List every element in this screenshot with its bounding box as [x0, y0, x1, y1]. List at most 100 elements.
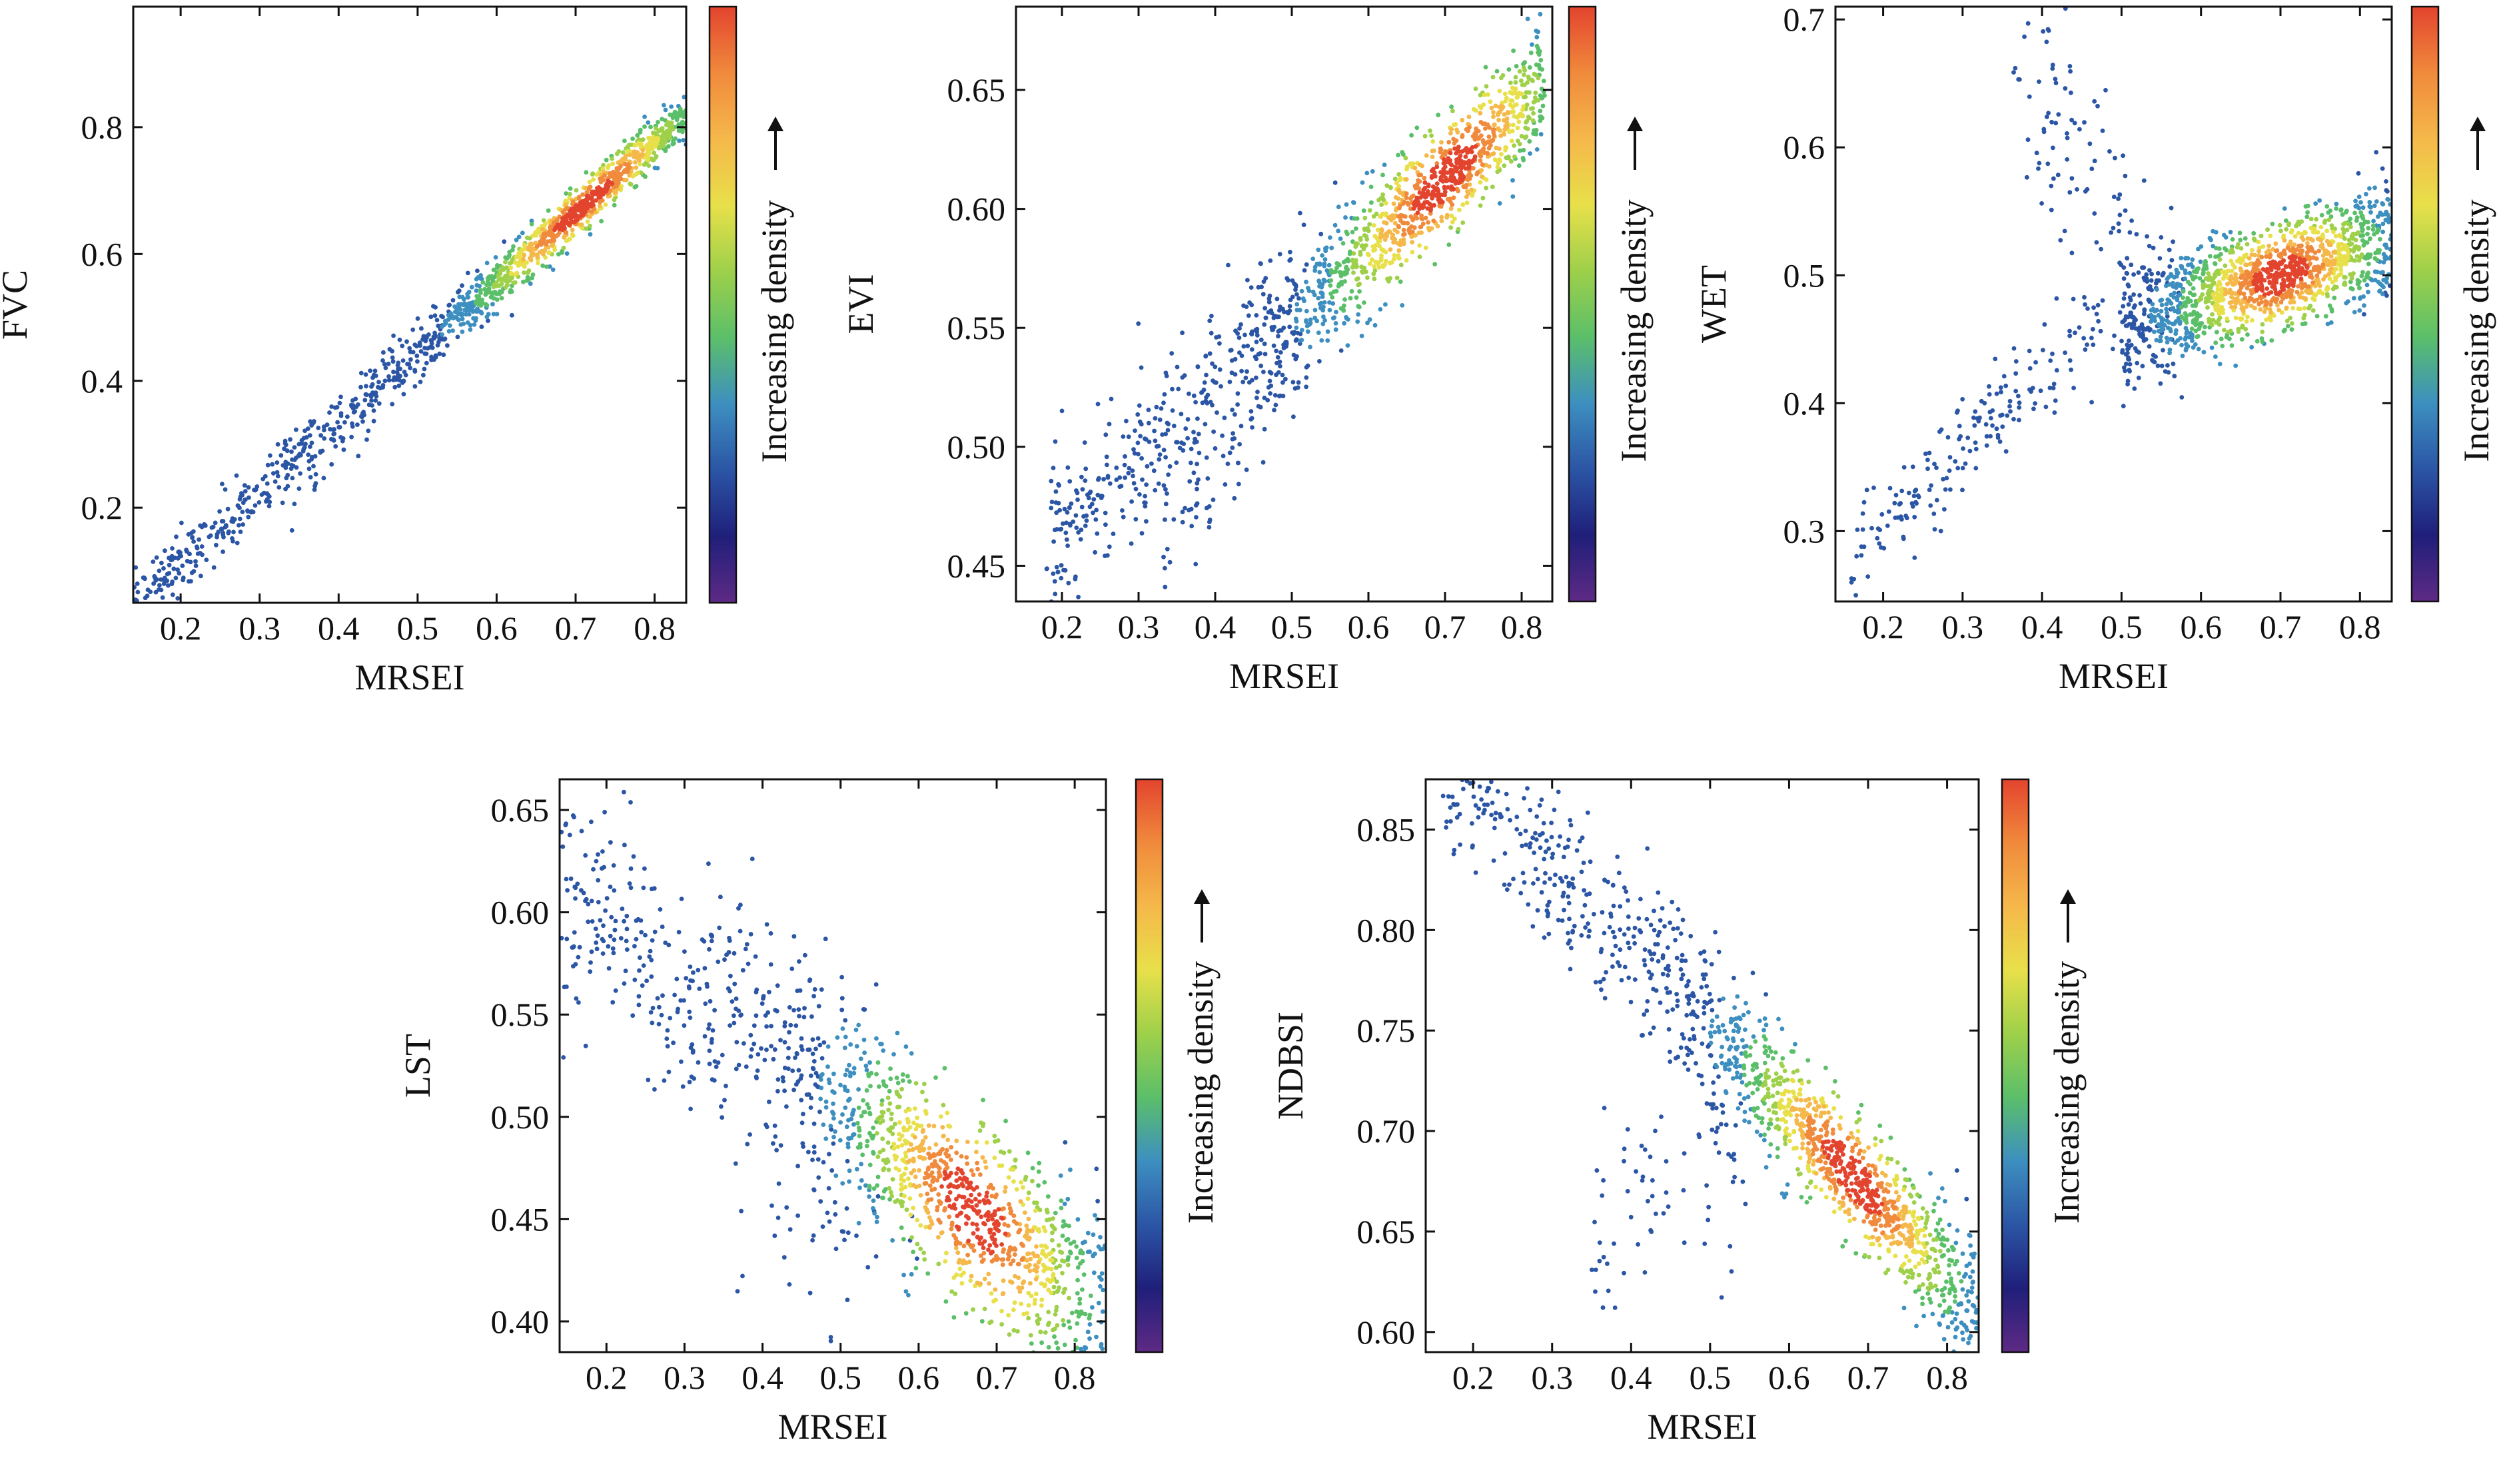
scatter-point — [1288, 250, 1292, 254]
scatter-point — [1084, 518, 1089, 523]
scatter-point — [604, 896, 610, 901]
y-tick-label: 0.6 — [1783, 129, 1825, 166]
scatter-point — [1420, 163, 1424, 169]
scatter-point — [1426, 220, 1431, 225]
scatter-point — [605, 165, 610, 171]
scatter-point — [1278, 364, 1282, 369]
scatter-point — [690, 1042, 695, 1047]
scatter-point — [1349, 288, 1354, 294]
scatter-point — [2054, 368, 2059, 373]
scatter-point — [1519, 78, 1524, 83]
y-tick-label: 0.4 — [1783, 384, 1825, 422]
scatter-point — [2184, 313, 2189, 318]
scatter-point — [2262, 278, 2267, 283]
scatter-point — [2287, 287, 2292, 292]
scatter-point — [1286, 278, 1290, 283]
scatter-point — [1171, 424, 1177, 428]
scatter-point — [1193, 561, 1199, 567]
scatter-point — [2367, 186, 2372, 191]
scatter-point — [2183, 276, 2188, 281]
scatter-point — [1249, 347, 1254, 352]
scatter-point — [2341, 222, 2346, 227]
scatter-point — [740, 968, 746, 973]
scatter-point — [2164, 335, 2169, 340]
scatter-point — [2348, 224, 2353, 230]
scatter-point — [2348, 286, 2354, 290]
scatter-point — [665, 1044, 670, 1049]
scatter-point — [1296, 296, 1301, 301]
scatter-point — [1374, 211, 1379, 216]
scatter-point — [1396, 172, 1402, 177]
scatter-point — [1322, 263, 1327, 268]
scatter-point — [2100, 129, 2105, 133]
scatter-point — [2099, 246, 2104, 252]
scatter-point — [2200, 292, 2205, 297]
scatter-point — [1502, 91, 1508, 97]
scatter-point — [231, 530, 236, 535]
scatter-point — [2380, 202, 2386, 206]
scatter-point — [2089, 336, 2094, 340]
scatter-point — [2248, 303, 2254, 308]
scatter-point — [289, 528, 294, 533]
scatter-point — [1973, 466, 1979, 471]
scatter-point — [502, 239, 507, 244]
scatter-point — [1139, 456, 1144, 461]
scatter-point — [1406, 202, 1411, 207]
scatter-point — [1449, 163, 1454, 168]
scatter-point — [722, 1098, 727, 1103]
scatter-point — [1434, 165, 1440, 170]
scatter-point — [494, 280, 499, 285]
scatter-point — [1480, 162, 1485, 167]
scatter-point — [633, 160, 638, 165]
scatter-point — [1056, 500, 1061, 506]
scatter-point — [1973, 440, 1978, 445]
scatter-point — [1372, 264, 1377, 269]
scatter-point — [1170, 408, 1175, 413]
scatter-point — [1417, 254, 1422, 259]
scatter-point — [2149, 288, 2155, 292]
scatter-point — [610, 156, 614, 161]
scatter-point — [613, 919, 618, 924]
scatter-point — [2304, 214, 2310, 219]
scatter-point — [2171, 280, 2176, 286]
scatter-point — [2191, 286, 2196, 291]
scatter-point — [581, 891, 586, 896]
scatter-point — [2054, 296, 2059, 301]
scatter-point — [2278, 254, 2284, 260]
scatter-point — [576, 954, 581, 960]
scatter-point — [298, 452, 303, 458]
scatter-point — [1929, 483, 1934, 488]
scatter-point — [748, 932, 753, 936]
scatter-point — [373, 398, 378, 403]
scatter-point — [768, 962, 773, 967]
scatter-point — [2175, 274, 2179, 279]
scatter-point — [2381, 252, 2386, 256]
scatter-point — [355, 422, 360, 427]
scatter-point — [1522, 72, 1526, 77]
scatter-point — [1536, 29, 1541, 35]
scatter-point — [662, 1078, 667, 1083]
scatter-point — [2184, 342, 2189, 347]
scatter-point — [1055, 527, 1059, 532]
scatter-point — [666, 1069, 672, 1074]
scatter-point — [1294, 337, 1299, 342]
scatter-point — [1263, 276, 1268, 281]
scatter-point — [1332, 180, 1338, 185]
scatter-point — [593, 210, 598, 215]
scatter-point — [521, 257, 526, 262]
scatter-point — [466, 294, 471, 300]
scatter-point — [288, 437, 292, 442]
x-tick-label: 0.4 — [318, 609, 360, 647]
scatter-point — [2258, 233, 2264, 238]
scatter-point — [2225, 282, 2230, 286]
scatter-point — [608, 933, 613, 938]
scatter-point — [1272, 393, 1278, 398]
scatter-point — [640, 137, 646, 143]
scatter-point — [1254, 339, 1259, 344]
scatter-point — [327, 410, 332, 415]
scatter-point — [1530, 79, 1535, 83]
scatter-point — [378, 386, 383, 390]
scatter-point — [1243, 332, 1247, 338]
scatter-point — [642, 866, 647, 871]
scatter-point — [1990, 423, 1995, 428]
